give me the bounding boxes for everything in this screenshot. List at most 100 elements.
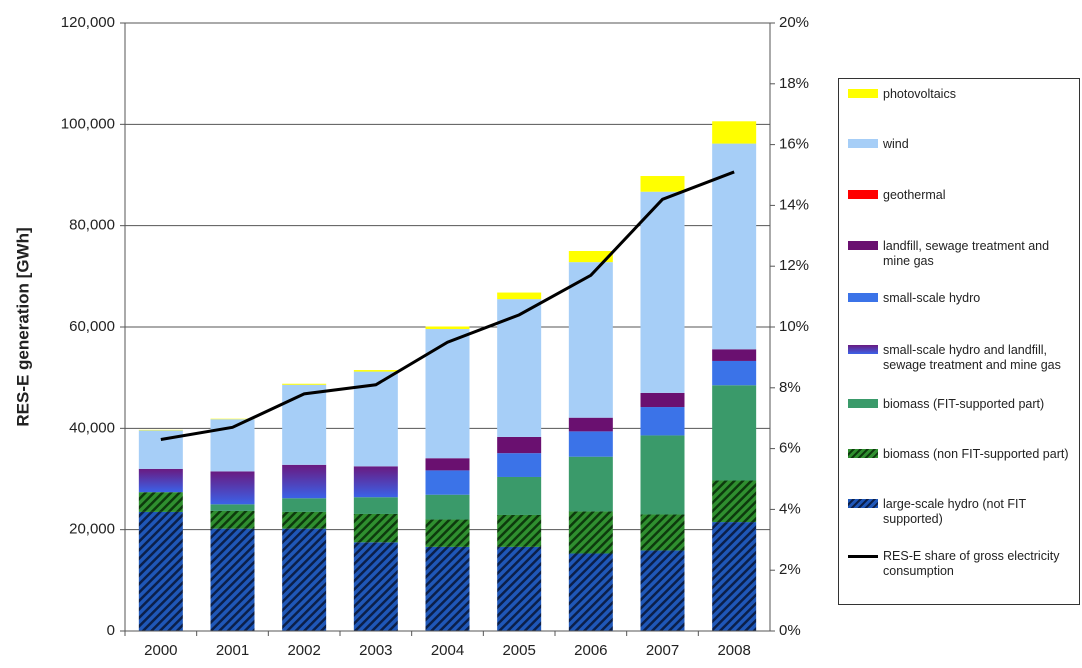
bar-segment bbox=[497, 299, 542, 437]
legend-label: small-scale hydro bbox=[883, 291, 981, 305]
bar-segment bbox=[138, 429, 183, 431]
bar-segment bbox=[640, 407, 685, 436]
y2-tick-label: 20% bbox=[779, 14, 809, 31]
legend-swatch bbox=[848, 139, 878, 148]
bar-segment bbox=[712, 121, 757, 144]
x-tick-label: 2005 bbox=[502, 642, 535, 659]
y-axis-title: RES-E generation [GWh] bbox=[13, 227, 32, 426]
legend-label: biomass (non FIT-supported part) bbox=[883, 447, 1069, 461]
share-line bbox=[160, 170, 735, 441]
legend-label: RES-E share of gross electricity consump… bbox=[883, 549, 1060, 578]
x-tick-label: 2007 bbox=[646, 642, 679, 659]
legend-label: large-scale hydro (not FIT supported) bbox=[883, 497, 1026, 526]
y-tick-label: 100,000 bbox=[61, 115, 115, 132]
bar-segment bbox=[497, 453, 542, 477]
bar-segment bbox=[640, 550, 685, 631]
bar-segment bbox=[353, 466, 398, 498]
legend-swatch bbox=[848, 449, 878, 458]
legend-label: photovoltaics bbox=[883, 87, 956, 101]
bar-segment bbox=[712, 360, 757, 386]
y2-tick-label: 4% bbox=[779, 500, 801, 517]
bar-segment bbox=[425, 329, 470, 459]
y2-tick-label: 10% bbox=[779, 318, 809, 335]
bar-segment bbox=[568, 251, 613, 263]
bar-segment bbox=[425, 470, 470, 495]
y2-tick-label: 12% bbox=[779, 257, 809, 274]
bar-segment bbox=[712, 385, 757, 481]
x-tick-label: 2008 bbox=[717, 642, 750, 659]
x-tick-label: 2002 bbox=[287, 642, 320, 659]
bar-segment bbox=[282, 384, 327, 465]
bar-segment bbox=[712, 143, 757, 350]
y-tick-label: 60,000 bbox=[69, 318, 115, 335]
bar-segment bbox=[353, 370, 398, 372]
bar-segment bbox=[425, 546, 470, 631]
bar-segment bbox=[282, 383, 327, 385]
x-tick-label: 2004 bbox=[431, 642, 464, 659]
bar-segment bbox=[425, 494, 470, 520]
legend-label: wind bbox=[883, 137, 909, 151]
bar-segment bbox=[210, 510, 255, 529]
y2-tick-label: 16% bbox=[779, 136, 809, 153]
x-tick-label: 2000 bbox=[144, 642, 177, 659]
bar-segment bbox=[568, 262, 613, 418]
bar-segment bbox=[568, 417, 613, 432]
bar-segment bbox=[210, 528, 255, 631]
bar-segment bbox=[210, 504, 255, 511]
bar-segment bbox=[712, 480, 757, 523]
bar-segment bbox=[568, 431, 613, 457]
bar-segment bbox=[497, 292, 542, 300]
legend-label: biomass (FIT-supported part) bbox=[883, 397, 1045, 411]
x-tick-label: 2001 bbox=[216, 642, 249, 659]
legend-swatch bbox=[848, 499, 878, 508]
bar-segment bbox=[640, 191, 685, 393]
legend-label: small-scale hydro and landfill, sewage t… bbox=[883, 343, 1061, 372]
bar-segment bbox=[640, 392, 685, 408]
bar-segment bbox=[568, 456, 613, 512]
y-tick-label: 40,000 bbox=[69, 419, 115, 436]
legend-swatch bbox=[848, 190, 878, 199]
bar-segment bbox=[497, 436, 542, 454]
y-tick-label: 120,000 bbox=[61, 14, 115, 31]
bar-segment bbox=[497, 476, 542, 515]
legend-label: geothermal bbox=[883, 188, 946, 202]
y2-tick-label: 18% bbox=[779, 75, 809, 92]
bar-segment bbox=[353, 542, 398, 631]
bar-segment bbox=[497, 514, 542, 547]
bar-segment bbox=[425, 458, 470, 471]
y2-tick-label: 2% bbox=[779, 561, 801, 578]
bar-segment bbox=[282, 498, 327, 512]
bar-segment bbox=[568, 553, 613, 631]
legend: photovoltaics wind geothermal landfill, sew… bbox=[838, 78, 1080, 605]
bar-segment bbox=[640, 176, 685, 192]
bar-segment bbox=[497, 546, 542, 631]
bar-segment bbox=[353, 497, 398, 514]
bar-segment bbox=[712, 522, 757, 631]
bar-segment bbox=[640, 435, 685, 515]
legend-swatch bbox=[848, 241, 878, 250]
legend-swatch bbox=[848, 345, 878, 354]
y2-tick-label: 8% bbox=[779, 379, 801, 396]
legend-swatch bbox=[848, 555, 878, 558]
bar-segment bbox=[282, 464, 327, 499]
bar-segment bbox=[138, 492, 183, 512]
bar-segment bbox=[640, 514, 685, 551]
legend-swatch bbox=[848, 89, 878, 98]
bar-segment bbox=[282, 528, 327, 631]
bar-segment bbox=[138, 511, 183, 631]
bar-segment bbox=[138, 468, 183, 493]
x-tick-label: 2006 bbox=[574, 642, 607, 659]
bar-segment bbox=[712, 349, 757, 361]
bar-segment bbox=[353, 513, 398, 543]
legend-label: landfill, sewage treatment and mine gas bbox=[883, 239, 1050, 268]
legend-swatch bbox=[848, 399, 878, 408]
legend-swatch bbox=[848, 293, 878, 302]
y-tick-label: 80,000 bbox=[69, 217, 115, 234]
y2-tick-label: 0% bbox=[779, 622, 801, 639]
y-tick-label: 20,000 bbox=[69, 521, 115, 538]
bar-segment bbox=[425, 326, 470, 330]
bar-segment bbox=[425, 519, 470, 547]
bar-segment bbox=[282, 511, 327, 529]
